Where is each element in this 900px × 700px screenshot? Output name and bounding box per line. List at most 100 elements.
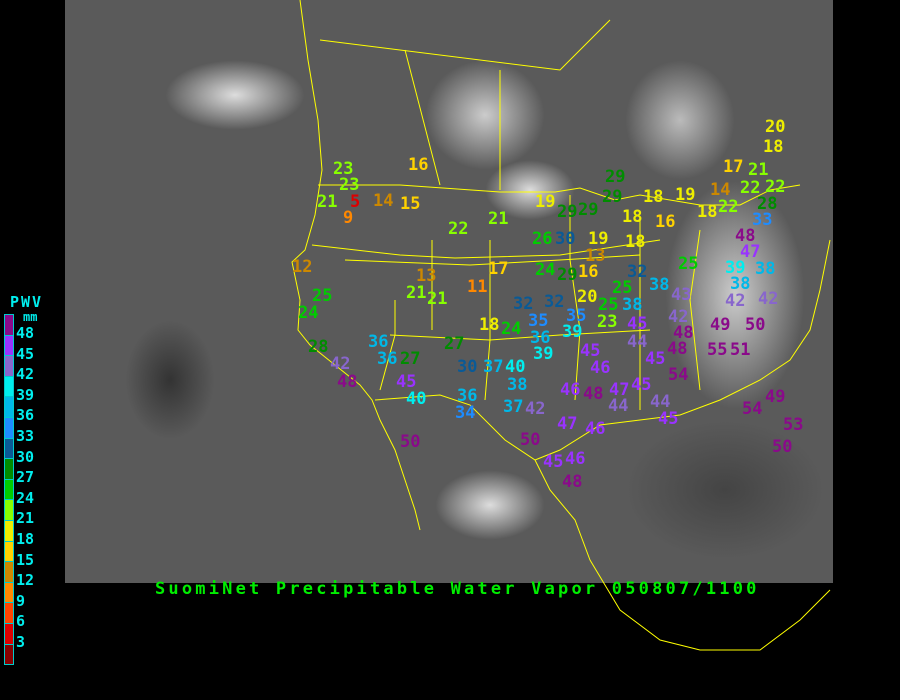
legend-title: PWV <box>10 293 44 311</box>
station-pwv-value: 48 <box>337 372 358 392</box>
station-pwv-value: 40 <box>406 389 427 409</box>
station-pwv-value: 51 <box>730 340 751 360</box>
station-pwv-value: 20 <box>577 287 598 307</box>
legend-swatch <box>4 562 14 583</box>
station-pwv-value: 22 <box>740 178 761 198</box>
station-pwv-value: 30 <box>555 229 576 249</box>
station-pwv-value: 21 <box>427 289 448 309</box>
station-pwv-value: 32 <box>544 292 565 312</box>
legend-label: 6 <box>16 612 26 631</box>
station-pwv-value: 29 <box>578 200 599 220</box>
station-pwv-value: 45 <box>631 375 652 395</box>
legend-label: 39 <box>16 385 35 404</box>
station-pwv-value: 47 <box>609 380 630 400</box>
station-pwv-value: 38 <box>755 259 776 279</box>
station-pwv-value: 18 <box>622 207 643 227</box>
station-pwv-value: 28 <box>308 337 329 357</box>
station-pwv-value: 42 <box>668 307 689 327</box>
station-pwv-value: 16 <box>578 262 599 282</box>
station-pwv-value: 24 <box>501 319 522 339</box>
station-pwv-value: 42 <box>525 399 546 419</box>
station-pwv-value: 24 <box>535 260 556 280</box>
station-pwv-value: 18 <box>625 232 646 252</box>
station-pwv-value: 38 <box>730 274 751 294</box>
station-pwv-value: 54 <box>668 365 689 385</box>
station-pwv-value: 18 <box>697 202 718 222</box>
station-pwv-value: 44 <box>608 396 629 416</box>
legend-label: 30 <box>16 447 35 466</box>
legend-label: 9 <box>16 591 26 610</box>
station-pwv-value: 47 <box>740 242 761 262</box>
station-pwv-value: 19 <box>535 192 556 212</box>
station-pwv-value: 50 <box>520 430 541 450</box>
station-pwv-value: 19 <box>588 229 609 249</box>
station-pwv-value: 48 <box>673 323 694 343</box>
station-pwv-value: 29 <box>557 202 578 222</box>
station-pwv-value: 45 <box>627 314 648 334</box>
station-pwv-value: 26 <box>532 229 553 249</box>
legend-unit: mm <box>23 310 38 324</box>
legend-label: 48 <box>16 324 35 342</box>
station-pwv-value: 27 <box>400 349 421 369</box>
gulf-atlantic-coast <box>534 239 831 461</box>
station-pwv-value: 17 <box>723 157 744 177</box>
station-pwv-value: 32 <box>513 294 534 314</box>
station-pwv-value: 46 <box>565 449 586 469</box>
station-pwv-value: 18 <box>643 187 664 207</box>
legend-label: 3 <box>16 633 26 651</box>
dark-region <box>625 420 825 560</box>
station-pwv-value: 48 <box>562 472 583 492</box>
state-line <box>344 254 641 266</box>
state-line <box>379 300 396 391</box>
station-pwv-value: 25 <box>598 295 619 315</box>
station-pwv-value: 50 <box>745 315 766 335</box>
legend-label: 21 <box>16 509 35 528</box>
station-pwv-value: 40 <box>505 357 526 377</box>
station-pwv-value: 30 <box>457 357 478 377</box>
station-pwv-value: 42 <box>330 354 351 374</box>
station-pwv-value: 22 <box>448 219 469 239</box>
legend-swatch <box>4 417 14 439</box>
dark-region <box>125 320 215 440</box>
legend-swatch <box>4 479 14 501</box>
cloud <box>435 470 545 540</box>
station-pwv-value: 9 <box>343 208 354 228</box>
station-pwv-value: 55 <box>707 340 728 360</box>
legend-label: 15 <box>16 550 35 569</box>
station-pwv-value: 27 <box>444 334 465 354</box>
station-pwv-value: 47 <box>557 414 578 434</box>
station-pwv-value: 21 <box>406 283 427 303</box>
state-line <box>484 240 491 401</box>
station-pwv-value: 24 <box>298 303 319 323</box>
province-line <box>319 19 611 71</box>
station-pwv-value: 48 <box>735 226 756 246</box>
state-line <box>689 229 701 391</box>
station-pwv-value: 43 <box>671 285 692 305</box>
station-pwv-value: 50 <box>400 432 421 452</box>
station-pwv-value: 12 <box>292 257 313 277</box>
station-pwv-value: 44 <box>650 392 671 412</box>
station-pwv-value: 11 <box>467 277 488 297</box>
station-pwv-value: 42 <box>725 291 746 311</box>
legend-swatch <box>4 314 14 336</box>
legend-label: 42 <box>16 365 35 384</box>
station-pwv-value: 44 <box>627 332 648 352</box>
station-pwv-value: 36 <box>530 328 551 348</box>
station-pwv-value: 19 <box>675 185 696 205</box>
station-pwv-value: 48 <box>583 384 604 404</box>
legend-label: 18 <box>16 530 35 548</box>
station-pwv-value: 49 <box>710 315 731 335</box>
station-pwv-value: 45 <box>580 341 601 361</box>
station-pwv-value: 29 <box>602 187 623 207</box>
station-pwv-value: 46 <box>590 358 611 378</box>
legend-swatch <box>4 356 14 377</box>
station-pwv-value: 53 <box>783 415 804 435</box>
station-pwv-value: 23 <box>597 312 618 332</box>
station-pwv-value: 17 <box>488 259 509 279</box>
station-pwv-value: 5 <box>350 192 361 212</box>
station-pwv-value: 14 <box>373 191 394 211</box>
legend-swatch <box>4 376 14 398</box>
station-pwv-value: 34 <box>455 403 476 423</box>
legend-label: 45 <box>16 344 35 363</box>
station-pwv-value: 38 <box>507 375 528 395</box>
